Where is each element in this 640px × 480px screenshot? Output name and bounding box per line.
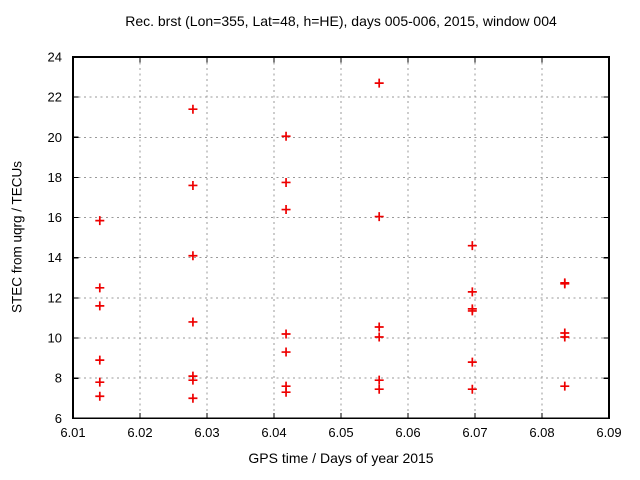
data-point-marker (188, 104, 198, 114)
data-point-marker (281, 205, 291, 215)
data-point-marker (95, 355, 105, 365)
data-point-marker (560, 279, 570, 289)
data-point-marker (281, 387, 291, 397)
y-tick-label: 12 (48, 290, 62, 305)
data-point-marker (467, 306, 477, 316)
data-point-marker (188, 180, 198, 190)
data-point-marker (374, 212, 384, 222)
chart-title: Rec. brst (Lon=355, Lat=48, h=HE), days … (125, 13, 557, 29)
data-point-marker (281, 329, 291, 339)
x-tick-label: 6.07 (462, 425, 487, 440)
data-point-marker (374, 375, 384, 385)
y-tick-label: 24 (48, 50, 62, 65)
y-tick-label: 16 (48, 210, 62, 225)
y-tick-label: 18 (48, 170, 62, 185)
data-point-marker (95, 377, 105, 387)
data-point-marker (374, 78, 384, 88)
data-point-marker (560, 332, 570, 342)
data-point-marker (281, 177, 291, 187)
x-tick-label: 6.02 (127, 425, 152, 440)
data-point-marker (560, 381, 570, 391)
data-point-marker (188, 317, 198, 327)
y-tick-label: 20 (48, 130, 62, 145)
x-tick-label: 6.04 (261, 425, 286, 440)
data-point-marker (188, 251, 198, 261)
y-tick-label: 10 (48, 331, 62, 346)
data-point-marker (467, 287, 477, 297)
x-tick-label: 6.08 (529, 425, 554, 440)
x-axis-label: GPS time / Days of year 2015 (248, 450, 434, 466)
data-point-marker (188, 393, 198, 403)
x-tick-label: 6.06 (395, 425, 420, 440)
data-point-marker (281, 131, 291, 141)
data-point-marker (95, 283, 105, 293)
data-point-marker (467, 357, 477, 367)
data-point-marker (188, 375, 198, 385)
data-point-marker (374, 332, 384, 342)
data-point-marker (95, 391, 105, 401)
data-point-marker (281, 347, 291, 357)
data-point-marker (374, 384, 384, 394)
data-point-marker (467, 241, 477, 251)
y-tick-label: 14 (48, 250, 62, 265)
x-tick-label: 6.05 (328, 425, 353, 440)
x-tick-label: 6.09 (596, 425, 621, 440)
x-tick-label: 6.01 (60, 425, 85, 440)
x-tick-label: 6.03 (194, 425, 219, 440)
y-tick-label: 8 (55, 371, 62, 386)
data-point-marker (95, 216, 105, 226)
data-point-marker (374, 322, 384, 332)
y-tick-label: 6 (55, 411, 62, 426)
plot-border (72, 56, 610, 420)
data-point-marker (95, 301, 105, 311)
data-point-marker (467, 384, 477, 394)
y-tick-label: 22 (48, 90, 62, 105)
